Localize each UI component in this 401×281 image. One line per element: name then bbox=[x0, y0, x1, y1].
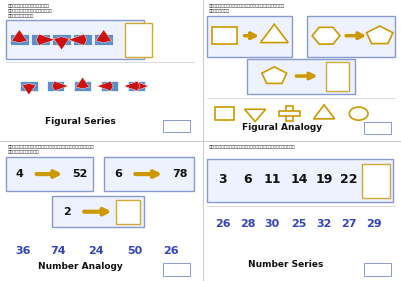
FancyBboxPatch shape bbox=[47, 81, 65, 91]
FancyBboxPatch shape bbox=[116, 200, 140, 224]
FancyBboxPatch shape bbox=[20, 81, 38, 91]
Text: 14: 14 bbox=[290, 173, 308, 186]
FancyBboxPatch shape bbox=[163, 120, 190, 132]
Text: 26: 26 bbox=[163, 246, 178, 256]
FancyBboxPatch shape bbox=[125, 23, 152, 56]
Text: Figural Series: Figural Series bbox=[45, 117, 116, 126]
Polygon shape bbox=[36, 34, 55, 45]
Text: 4: 4 bbox=[16, 169, 24, 179]
Polygon shape bbox=[261, 24, 288, 43]
Text: 50: 50 bbox=[127, 246, 142, 256]
Polygon shape bbox=[262, 67, 287, 83]
Circle shape bbox=[349, 107, 368, 120]
Text: 6: 6 bbox=[114, 169, 122, 179]
Polygon shape bbox=[124, 81, 140, 91]
FancyBboxPatch shape bbox=[307, 16, 395, 56]
Polygon shape bbox=[96, 30, 111, 43]
FancyBboxPatch shape bbox=[247, 59, 355, 94]
FancyBboxPatch shape bbox=[207, 159, 393, 202]
Text: 30: 30 bbox=[265, 219, 280, 230]
Polygon shape bbox=[76, 77, 89, 89]
Text: 注：看看可能会有什么样的规律呢？哪个数字最适合用来完成已选过的图？
请把它已选过的颜色圈出！: 注：看看可能会有什么样的规律呢？哪个数字最适合用来完成已选过的图？ 请把它已选过… bbox=[8, 145, 95, 154]
Text: 注：看看可能会有什么样的规律呢？
请选择一个最适合填选完成已选的图！
请把它选选用的数字！: 注：看看可能会有什么样的规律呢？ 请选择一个最适合填选完成已选的图！ 请把它选选… bbox=[8, 4, 53, 18]
Text: 24: 24 bbox=[88, 246, 104, 256]
FancyBboxPatch shape bbox=[104, 157, 194, 191]
Text: 3: 3 bbox=[218, 173, 227, 186]
Text: 2: 2 bbox=[63, 207, 71, 217]
FancyBboxPatch shape bbox=[52, 196, 144, 227]
FancyBboxPatch shape bbox=[74, 81, 91, 91]
Polygon shape bbox=[68, 34, 87, 45]
FancyBboxPatch shape bbox=[326, 62, 349, 91]
FancyBboxPatch shape bbox=[362, 164, 390, 198]
FancyBboxPatch shape bbox=[365, 122, 391, 134]
Polygon shape bbox=[312, 27, 340, 44]
Polygon shape bbox=[367, 26, 393, 44]
FancyBboxPatch shape bbox=[286, 106, 293, 121]
Text: 28: 28 bbox=[240, 219, 255, 230]
FancyBboxPatch shape bbox=[31, 34, 50, 45]
Text: 52: 52 bbox=[72, 169, 88, 179]
Text: 29: 29 bbox=[366, 219, 382, 230]
FancyBboxPatch shape bbox=[215, 107, 234, 120]
FancyBboxPatch shape bbox=[6, 20, 144, 59]
Text: 26: 26 bbox=[215, 219, 230, 230]
Polygon shape bbox=[52, 81, 68, 91]
Text: 19: 19 bbox=[316, 173, 333, 186]
Text: 32: 32 bbox=[316, 219, 332, 230]
Polygon shape bbox=[97, 81, 113, 91]
Text: 25: 25 bbox=[292, 219, 307, 230]
FancyBboxPatch shape bbox=[95, 34, 113, 45]
FancyBboxPatch shape bbox=[101, 81, 118, 91]
Text: 11: 11 bbox=[263, 173, 281, 186]
Polygon shape bbox=[12, 30, 27, 43]
FancyBboxPatch shape bbox=[279, 111, 300, 116]
Polygon shape bbox=[245, 109, 266, 121]
Text: Number Analogy: Number Analogy bbox=[38, 262, 123, 271]
Polygon shape bbox=[54, 37, 69, 50]
Text: Number Series: Number Series bbox=[248, 260, 324, 269]
Text: 6: 6 bbox=[243, 173, 252, 186]
Polygon shape bbox=[22, 83, 36, 95]
Text: Figural Analogy: Figural Analogy bbox=[242, 123, 322, 132]
Text: 注：看看可能会有什么样的规律呢？请选择一个最适合的图来完成
系列已选过的图！: 注：看看可能会有什么样的规律呢？请选择一个最适合的图来完成 系列已选过的图！ bbox=[209, 4, 285, 13]
Text: 36: 36 bbox=[15, 246, 31, 256]
FancyBboxPatch shape bbox=[10, 34, 28, 45]
FancyBboxPatch shape bbox=[207, 16, 292, 56]
FancyBboxPatch shape bbox=[212, 27, 237, 44]
FancyBboxPatch shape bbox=[73, 34, 92, 45]
Text: 78: 78 bbox=[172, 169, 188, 179]
FancyBboxPatch shape bbox=[163, 263, 190, 275]
Polygon shape bbox=[133, 81, 149, 91]
FancyBboxPatch shape bbox=[52, 34, 71, 45]
Polygon shape bbox=[314, 105, 335, 119]
Text: 27: 27 bbox=[341, 219, 357, 230]
FancyBboxPatch shape bbox=[128, 81, 145, 91]
FancyBboxPatch shape bbox=[6, 157, 93, 191]
Text: 请问这组数字的规律是什么？请先找出内在的规律，再选择正确的答案吧！: 请问这组数字的规律是什么？请先找出内在的规律，再选择正确的答案吧！ bbox=[209, 145, 296, 149]
FancyBboxPatch shape bbox=[365, 263, 391, 275]
Text: 22: 22 bbox=[340, 173, 358, 186]
Text: 74: 74 bbox=[50, 246, 65, 256]
